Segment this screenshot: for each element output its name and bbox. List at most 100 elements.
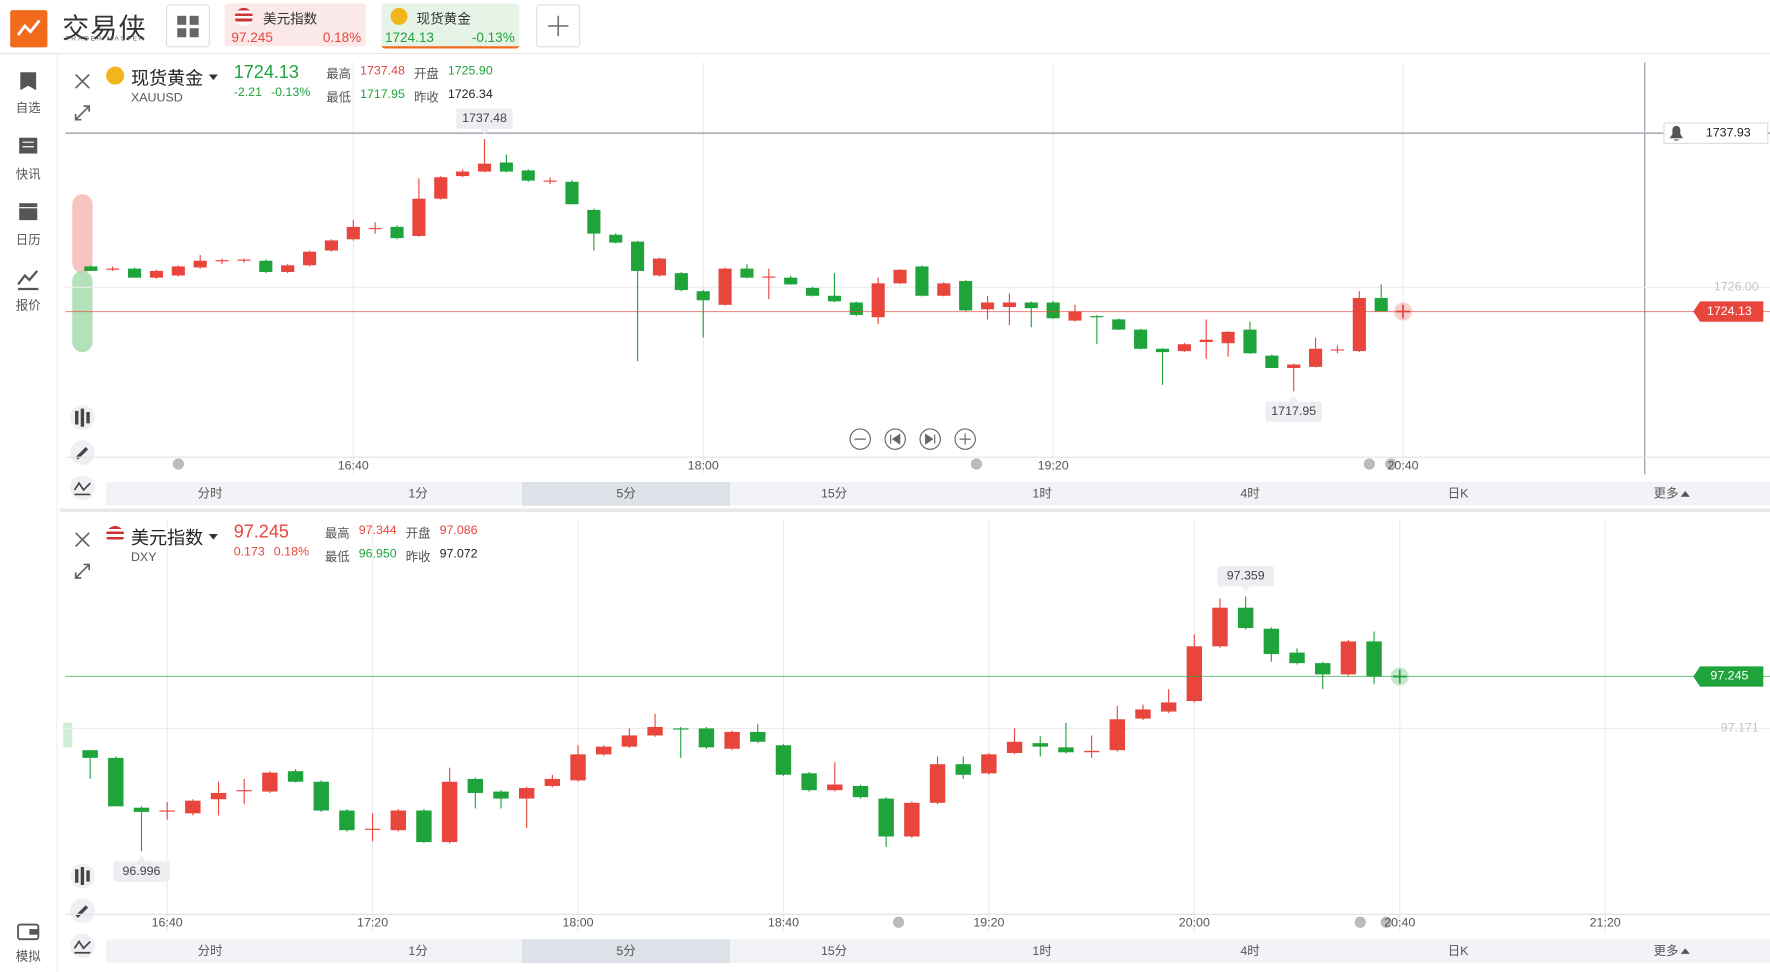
candle-body xyxy=(149,270,164,278)
candle-body xyxy=(1237,607,1254,629)
candle-body xyxy=(929,764,946,803)
timeframe-tab[interactable]: 1时 xyxy=(1032,944,1051,958)
x-tick-label: 18:00 xyxy=(688,459,719,473)
candle-body xyxy=(806,287,820,296)
tab-name: 美元指数 xyxy=(263,11,318,28)
candle-body xyxy=(1083,750,1100,753)
candle-body xyxy=(871,283,885,318)
candle-body xyxy=(878,798,894,837)
candle-body xyxy=(775,745,792,775)
tool-icons[interactable] xyxy=(69,73,95,959)
candle-body xyxy=(1058,747,1074,753)
stats: 最高 97.344 开盘 97.086 最低 96.950 昨收 97.072 xyxy=(325,524,478,566)
candle-body xyxy=(346,226,360,240)
symbol-row[interactable]: 美元指数 xyxy=(131,523,218,550)
sidebar-item[interactable]: 日历 xyxy=(15,233,41,248)
layout-button[interactable] xyxy=(165,4,210,48)
logo-sub: TRADER MASTER xyxy=(65,36,146,43)
timeframe-tab[interactable]: 1分 xyxy=(408,487,427,501)
timeframe-tab[interactable]: 日K xyxy=(1448,944,1469,958)
stat-label: 昨收 xyxy=(413,91,439,105)
candle-body xyxy=(652,258,667,276)
candle-body xyxy=(980,302,995,310)
candle-body xyxy=(621,735,638,747)
candle-body xyxy=(609,234,623,243)
annotation-label: 96.996 xyxy=(123,864,161,878)
bell-icon xyxy=(1669,125,1684,141)
timeframe-tab[interactable]: 15分 xyxy=(821,487,847,501)
symbol-block: 美元指数 DXY xyxy=(131,523,218,564)
candle-body xyxy=(698,728,715,748)
add-button[interactable] xyxy=(536,4,581,48)
symbol-code: XAUUSD xyxy=(130,91,183,105)
candle-body xyxy=(237,259,251,261)
timeframe-tab[interactable]: 5分 xyxy=(616,487,635,501)
timeframe-tab[interactable]: 15分 xyxy=(821,944,847,958)
candle-body xyxy=(1112,319,1126,330)
candle-body xyxy=(762,276,776,278)
candle-body xyxy=(1315,663,1331,675)
candle-body xyxy=(570,754,586,781)
timeframe-tab[interactable]: 分时 xyxy=(198,944,223,958)
candle-body xyxy=(236,790,252,792)
candle-body xyxy=(324,240,338,251)
price-label: 97.245 xyxy=(1710,669,1748,683)
change-row: 0.173 0.18% xyxy=(234,545,309,559)
timeframe-tab[interactable]: 分时 xyxy=(198,487,223,501)
symbol-tab[interactable]: 美元指数 97.245 0.18% xyxy=(224,3,366,47)
candle-body xyxy=(673,728,689,730)
stat-value: 96.950 xyxy=(358,547,397,562)
tab-change: 0.18% xyxy=(322,29,362,46)
y-tick-label: 97.171 xyxy=(1721,721,1759,735)
candle-body xyxy=(587,209,601,234)
candle-body xyxy=(959,281,973,311)
stat-value: 1737.48 xyxy=(360,64,405,78)
symbol-tab[interactable]: 现货黄金 1724.13 -0.13% xyxy=(381,3,520,49)
timeframe-tab[interactable]: 4时 xyxy=(1240,944,1259,958)
candle-body xyxy=(543,180,557,182)
candle-body xyxy=(521,170,535,181)
timeframe-tab[interactable]: 更多 xyxy=(1654,944,1679,958)
candle-body xyxy=(674,273,688,291)
candle-body xyxy=(1330,349,1345,351)
stat-label: 最低 xyxy=(324,550,350,565)
candle-body xyxy=(955,764,971,775)
nav-buttons[interactable] xyxy=(849,428,976,450)
annotation-label: 1717.95 xyxy=(1271,404,1316,418)
candle-body xyxy=(904,802,920,837)
timeframe-tab[interactable]: 1时 xyxy=(1032,487,1051,501)
timeframe-tab[interactable]: 1分 xyxy=(408,944,427,958)
symbol-row[interactable]: 现货黄金 xyxy=(131,63,218,90)
x-tick-label: 19:20 xyxy=(1038,459,1069,473)
candle-body xyxy=(477,163,492,172)
candle-body xyxy=(740,268,754,278)
candle-body xyxy=(390,810,406,831)
candle-body xyxy=(1109,719,1125,751)
x-tick-label: 18:40 xyxy=(768,916,799,930)
timeframe-tab[interactable]: 5分 xyxy=(616,944,635,958)
sidebar: 自选 快讯 日历 报价 模拟 xyxy=(0,54,58,972)
candle-body xyxy=(750,731,766,742)
grid-icon xyxy=(177,15,199,38)
candle-body xyxy=(852,785,869,798)
sidebar-item[interactable]: 模拟 xyxy=(15,950,41,965)
timeframe-tab[interactable]: 更多 xyxy=(1654,487,1679,501)
candle-body xyxy=(1090,316,1104,318)
top-bar: 交易侠 TRADER MASTER 美元指数 97.245 0.18% 现货黄金… xyxy=(0,0,1770,55)
candle-body xyxy=(281,265,295,272)
plus-icon xyxy=(548,15,569,37)
quote-header: 美元指数 DXY 97.245 0.173 0.18% 最高 97.344 开盘 97.086 最… xyxy=(106,523,478,566)
timeframe-tab[interactable]: 日K xyxy=(1448,487,1469,501)
tab-price: 1724.13 xyxy=(384,29,434,46)
x-tick-label: 16:40 xyxy=(152,916,183,930)
candle-body xyxy=(412,198,426,236)
symbol-block: 现货黄金 XAUUSD xyxy=(131,63,218,105)
sidebar-item[interactable]: 自选 xyxy=(15,101,41,116)
timeframe-bar xyxy=(106,939,1770,963)
sidebar-item[interactable]: 报价 xyxy=(15,299,41,313)
sidebar-item[interactable]: 快讯 xyxy=(15,168,41,182)
candle-body xyxy=(518,788,535,799)
timeframe-tab[interactable]: 4时 xyxy=(1240,487,1259,501)
candle-body xyxy=(441,781,458,843)
event-markers[interactable] xyxy=(172,458,1397,928)
